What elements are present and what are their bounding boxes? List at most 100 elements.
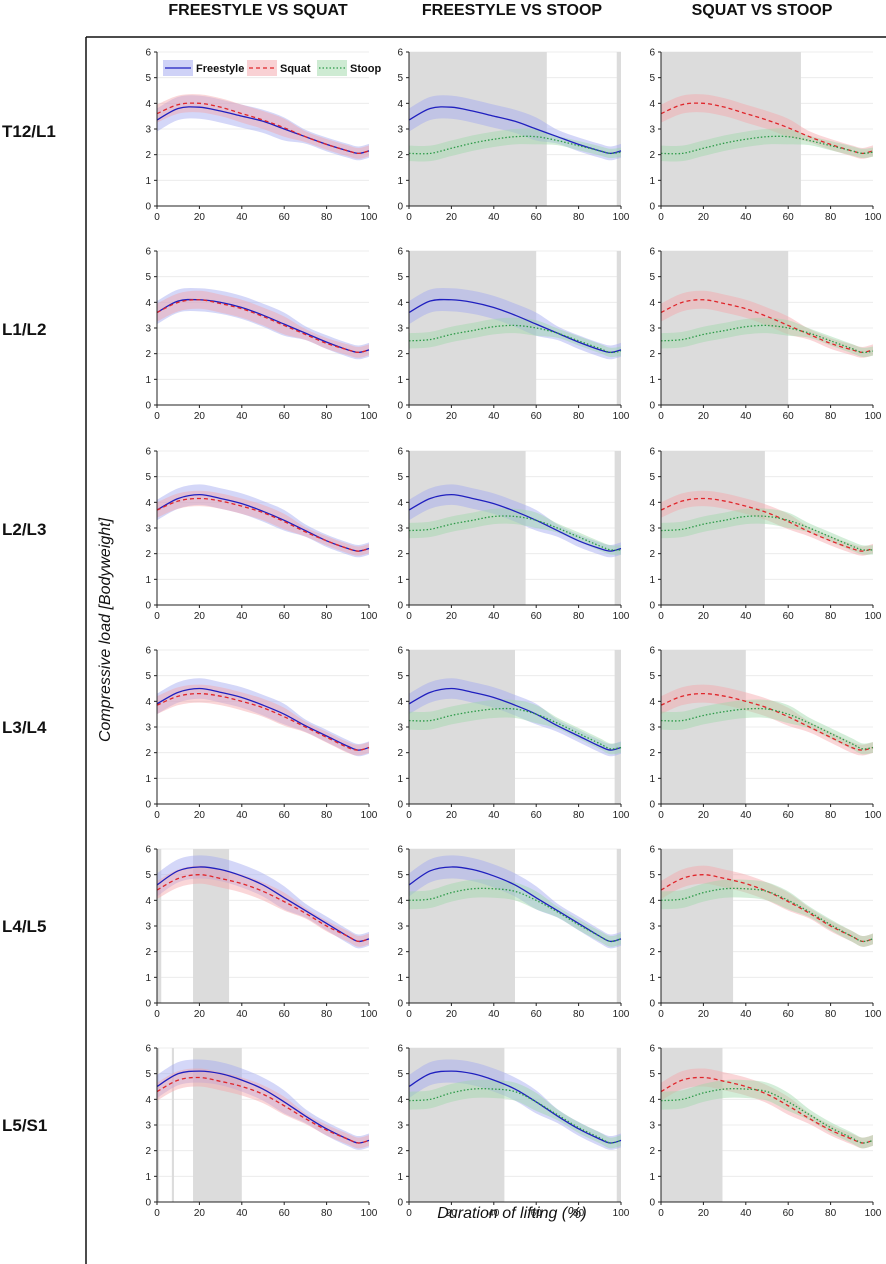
y-tick-label: 2 — [649, 349, 655, 360]
stoop-band — [409, 1079, 621, 1149]
x-tick-label: 60 — [783, 1208, 795, 1219]
x-tick-label: 40 — [236, 411, 248, 422]
x-tick-label: 20 — [698, 1009, 710, 1020]
y-tick-label: 1 — [145, 774, 151, 785]
x-tick-label: 20 — [698, 411, 710, 422]
freestyle-mean-line — [156, 106, 370, 155]
significance-region — [661, 1048, 723, 1202]
x-tick-label: 0 — [658, 212, 664, 223]
y-tick-label: 2 — [397, 349, 403, 360]
x-tick-label: 80 — [321, 611, 333, 622]
y-tick-label: 6 — [145, 845, 151, 856]
significance-region — [661, 251, 789, 405]
y-tick-label: 2 — [649, 549, 655, 560]
freestyle-band — [157, 484, 369, 558]
y-tick-label: 4 — [649, 1095, 655, 1106]
freestyle-band — [409, 484, 621, 558]
y-tick-label: 6 — [649, 447, 655, 458]
y-tick-label: 6 — [145, 48, 151, 59]
y-tick-label: 6 — [649, 48, 655, 59]
x-tick-label: 40 — [740, 1009, 752, 1020]
x-tick-label: 100 — [613, 212, 630, 223]
squat-band — [157, 865, 369, 947]
y-tick-label: 5 — [145, 73, 151, 84]
significance-region — [616, 1048, 621, 1202]
x-tick-label: 0 — [658, 810, 664, 821]
x-tick-label: 80 — [321, 1009, 333, 1020]
x-tick-label: 100 — [361, 411, 378, 422]
squat-mean-line — [156, 102, 370, 155]
freestyle-mean-line — [408, 493, 622, 552]
squat-legend-label: Squat — [280, 63, 311, 75]
freestyle-band — [157, 678, 369, 757]
stoop-mean-line — [408, 324, 622, 354]
y-tick-label: 5 — [649, 1069, 655, 1080]
freestyle-mean-line — [408, 687, 622, 751]
x-tick-label: 60 — [531, 212, 543, 223]
x-tick-label: 40 — [236, 1208, 248, 1219]
x-tick-label: 80 — [825, 411, 837, 422]
y-tick-label: 0 — [145, 999, 151, 1010]
x-tick-label: 20 — [446, 611, 458, 622]
stoop-legend-label: Stoop — [350, 63, 381, 75]
x-tick-label: 60 — [531, 810, 543, 821]
y-tick-label: 5 — [397, 472, 403, 483]
squat-mean-line — [660, 102, 874, 155]
x-tick-label: 0 — [154, 611, 160, 622]
y-tick-label: 4 — [145, 896, 151, 907]
y-tick-label: 1 — [145, 973, 151, 984]
x-tick-label: 60 — [783, 810, 795, 821]
x-tick-label: 20 — [446, 1208, 458, 1219]
y-tick-label: 3 — [397, 922, 403, 933]
y-tick-label: 1 — [145, 575, 151, 586]
x-tick-label: 80 — [573, 212, 585, 223]
x-tick-label: 100 — [361, 810, 378, 821]
x-tick-label: 40 — [740, 212, 752, 223]
y-tick-label: 3 — [649, 922, 655, 933]
stoop-band — [409, 879, 621, 947]
row-label-l5-s1: L5/S1 — [2, 1116, 47, 1135]
y-tick-label: 1 — [649, 1172, 655, 1183]
x-tick-label: 20 — [194, 810, 206, 821]
y-tick-label: 0 — [145, 601, 151, 612]
y-tick-label: 5 — [649, 472, 655, 483]
y-tick-label: 0 — [649, 1198, 655, 1209]
x-tick-label: 100 — [865, 810, 882, 821]
y-tick-label: 2 — [649, 150, 655, 161]
y-tick-label: 1 — [649, 774, 655, 785]
y-tick-label: 2 — [649, 1146, 655, 1157]
y-tick-label: 6 — [397, 646, 403, 657]
y-tick-label: 4 — [397, 498, 403, 509]
x-tick-label: 80 — [573, 1208, 585, 1219]
y-tick-label: 3 — [145, 324, 151, 335]
freestyle-legend-label: Freestyle — [196, 63, 244, 75]
x-tick-label: 40 — [488, 411, 500, 422]
y-tick-label: 6 — [397, 48, 403, 59]
squat-mean-line — [156, 299, 370, 354]
column-title-freestyle-vs-stoop: FREESTYLE VS STOOP — [422, 2, 603, 19]
significance-region — [409, 849, 515, 1003]
significance-region — [157, 1048, 160, 1202]
y-tick-label: 0 — [397, 401, 403, 412]
y-tick-label: 3 — [649, 1121, 655, 1132]
significance-region — [661, 849, 734, 1003]
x-tick-label: 40 — [488, 212, 500, 223]
squat-band — [157, 684, 369, 756]
x-tick-label: 40 — [236, 212, 248, 223]
y-tick-label: 4 — [145, 99, 151, 110]
y-tick-label: 3 — [145, 1121, 151, 1132]
x-tick-label: 100 — [613, 411, 630, 422]
y-tick-label: 4 — [145, 697, 151, 708]
squat-band — [157, 490, 369, 556]
y-tick-label: 0 — [145, 202, 151, 213]
freestyle-band — [409, 287, 621, 360]
x-tick-label: 20 — [698, 810, 710, 821]
squat-band — [157, 1068, 369, 1149]
freestyle-mean-line — [156, 866, 370, 943]
x-tick-label: 100 — [361, 611, 378, 622]
